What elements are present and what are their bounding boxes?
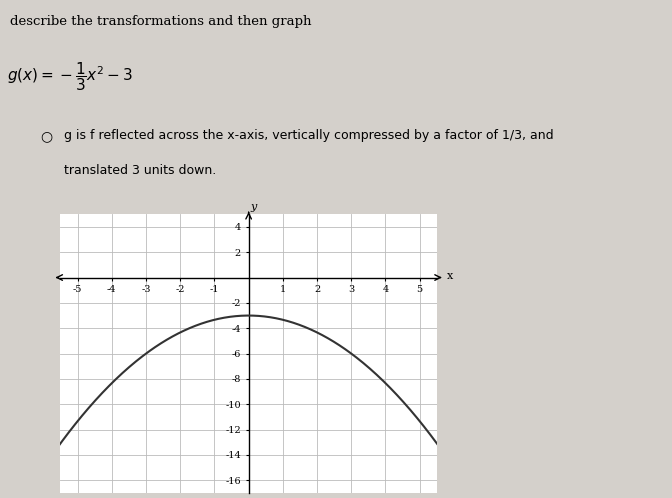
Text: ○: ○	[40, 129, 52, 143]
Text: describe the transformations and then graph: describe the transformations and then gr…	[10, 15, 312, 28]
Text: $g(x) = -\dfrac{1}{3}x^2 - 3$: $g(x) = -\dfrac{1}{3}x^2 - 3$	[7, 60, 132, 93]
Text: y: y	[251, 202, 257, 212]
Text: g is f reflected across the x-axis, vertically compressed by a factor of 1/3, an: g is f reflected across the x-axis, vert…	[64, 129, 554, 142]
Text: translated 3 units down.: translated 3 units down.	[64, 164, 216, 177]
Text: x: x	[447, 270, 454, 280]
